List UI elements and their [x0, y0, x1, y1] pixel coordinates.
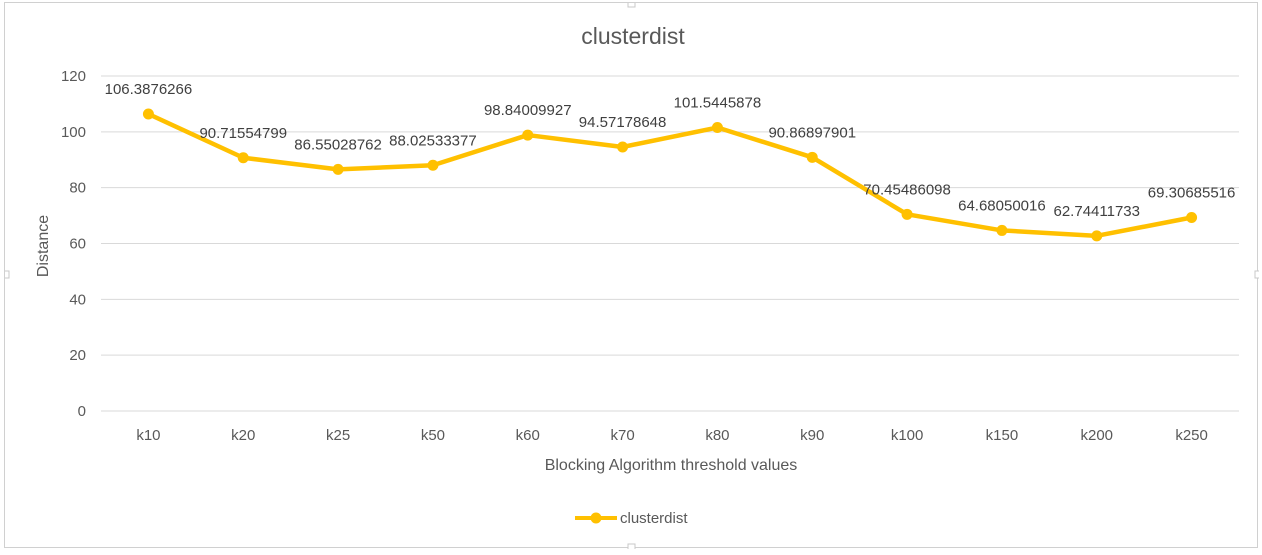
- x-tick-label-k100: k100: [891, 427, 924, 444]
- x-axis-label: Blocking Algorithm threshold values: [545, 457, 798, 474]
- data-point-k10[interactable]: [142, 108, 154, 120]
- x-tick-label-k60: k60: [516, 427, 540, 444]
- legend-point-marker: [590, 512, 602, 524]
- resize-handle-right[interactable]: [1254, 270, 1259, 279]
- data-label-k100: 70.45486098: [863, 181, 951, 198]
- x-tick-label-k20: k20: [231, 427, 255, 444]
- y-tick-label-40: 40: [69, 291, 86, 308]
- data-point-k25[interactable]: [332, 163, 344, 175]
- data-point-k150[interactable]: [996, 224, 1008, 236]
- x-tick-label-k70: k70: [610, 427, 634, 444]
- gridlines: [101, 75, 1239, 412]
- data-point-k200[interactable]: [1091, 230, 1103, 242]
- y-tick-label-80: 80: [69, 180, 86, 197]
- y-tick-label-100: 100: [61, 124, 86, 141]
- data-labels: 106.3876266 90.71554799 86.55028762 88.0253…: [105, 81, 1236, 220]
- resize-handle-top[interactable]: [627, 3, 636, 8]
- data-label-k50: 88.02533377: [389, 132, 477, 149]
- x-tick-label-k250: k250: [1175, 427, 1208, 444]
- y-tick-label-120: 120: [61, 68, 86, 85]
- x-tick-label-k25: k25: [326, 427, 350, 444]
- y-axis-ticks: 0 20 40 60 80 100 120: [61, 68, 86, 420]
- resize-handle-left[interactable]: [5, 270, 10, 279]
- data-point-k250[interactable]: [1186, 212, 1198, 224]
- data-point-k80[interactable]: [711, 122, 723, 134]
- data-point-k60[interactable]: [522, 129, 534, 141]
- data-label-k200: 62.74411733: [1054, 203, 1140, 220]
- data-label-k250: 69.30685516: [1148, 185, 1236, 202]
- data-label-k90: 90.86897901: [768, 124, 856, 141]
- y-tick-label-60: 60: [69, 236, 86, 253]
- x-axis-ticks: k10 k20 k25 k50 k60 k70 k80 k90 k100 k150 k200 k250: [136, 427, 1208, 444]
- x-tick-label-k10: k10: [136, 427, 160, 444]
- x-tick-label-k50: k50: [421, 427, 445, 444]
- data-point-k50[interactable]: [427, 159, 439, 171]
- resize-handle-bottom[interactable]: [627, 543, 636, 549]
- y-tick-label-20: 20: [69, 347, 86, 364]
- x-tick-label-k80: k80: [705, 427, 729, 444]
- data-label-k80: 101.5445878: [674, 95, 762, 112]
- y-axis-label: Distance: [35, 215, 52, 277]
- data-label-k70: 94.57178648: [579, 114, 667, 131]
- data-point-k100[interactable]: [901, 208, 913, 220]
- series-clusterdist: [142, 108, 1198, 242]
- data-label-k25: 86.55028762: [294, 136, 382, 153]
- line-chart: clusterdist 0 20 40 60 80 100 120 k10 k20 k25 k50…: [5, 3, 1259, 549]
- y-tick-label-0: 0: [78, 403, 86, 420]
- data-label-k20: 90.71554799: [199, 125, 287, 142]
- data-label-k60: 98.84009927: [484, 102, 572, 119]
- x-tick-label-k90: k90: [800, 427, 824, 444]
- data-label-k10: 106.3876266: [105, 81, 193, 98]
- data-point-k20[interactable]: [237, 152, 249, 164]
- x-tick-label-k200: k200: [1080, 427, 1113, 444]
- x-tick-label-k150: k150: [986, 427, 1019, 444]
- data-point-k90[interactable]: [806, 151, 818, 163]
- chart-resize-handles[interactable]: [5, 3, 1259, 549]
- data-point-k70[interactable]: [617, 141, 629, 153]
- chart-title: clusterdist: [581, 23, 685, 49]
- legend-entry-clusterdist: clusterdist: [620, 510, 688, 527]
- legend[interactable]: clusterdist: [575, 510, 688, 527]
- chart-area[interactable]: clusterdist 0 20 40 60 80 100 120 k10 k20 k25 k50…: [4, 2, 1259, 549]
- series-line-clusterdist: [146, 111, 1194, 239]
- data-label-k150: 64.68050016: [958, 197, 1046, 214]
